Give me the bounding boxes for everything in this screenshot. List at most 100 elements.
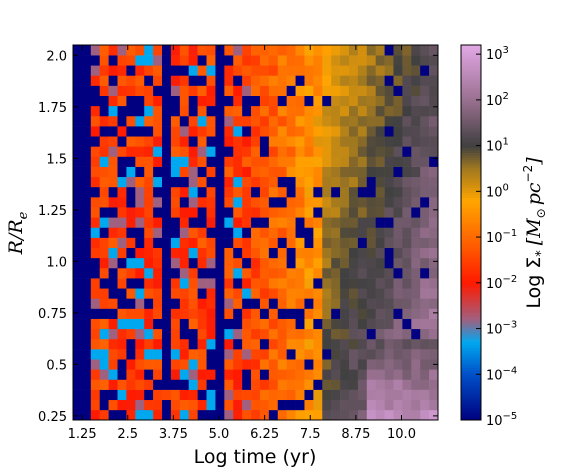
heatmap-cell [375, 146, 385, 157]
heatmap-cell [242, 186, 252, 198]
heatmap-cell [277, 156, 287, 167]
heatmap-cell [144, 237, 154, 249]
heatmap-cell [420, 409, 430, 421]
colorbar-segment [461, 130, 481, 133]
heatmap-cell [188, 227, 198, 238]
heatmap-cell [331, 328, 341, 340]
heatmap-cell [215, 197, 225, 208]
heatmap-cell [162, 328, 172, 340]
heatmap-cell [322, 176, 332, 188]
heatmap-cell [322, 227, 332, 238]
heatmap-cell [153, 379, 163, 390]
heatmap-cell [206, 369, 216, 380]
colorbar-segment [461, 247, 481, 251]
heatmap-cell [144, 166, 154, 178]
heatmap-cell [90, 227, 100, 238]
colorbar-segment [461, 282, 481, 286]
heatmap-cell [304, 409, 314, 421]
heatmap-cell [126, 45, 136, 56]
heatmap-cell [135, 136, 145, 147]
heatmap-cell [144, 55, 154, 66]
colorbar-label-main: Log Σ [523, 257, 545, 309]
heatmap-cell [73, 75, 83, 86]
heatmap-cell [179, 217, 190, 228]
heatmap-cell [224, 359, 234, 370]
heatmap-cell [233, 247, 243, 259]
heatmap-cell [402, 115, 412, 127]
colorbar-segment [461, 285, 481, 288]
colorbar-segment [461, 230, 481, 233]
heatmap-cell [286, 65, 296, 76]
heatmap-cell [188, 105, 198, 117]
heatmap-cell [81, 359, 92, 370]
heatmap-cell [126, 85, 136, 96]
heatmap-cell [153, 126, 163, 137]
colorbar-segment [461, 295, 481, 298]
heatmap-cell [233, 288, 243, 299]
heatmap-cell [259, 298, 270, 309]
heatmap-cell [135, 217, 145, 228]
heatmap-cell [295, 257, 305, 269]
heatmap-cell [366, 55, 376, 66]
heatmap-cell [108, 349, 118, 360]
heatmap-cell [153, 115, 163, 127]
heatmap-cell [233, 197, 243, 208]
heatmap-cell [162, 359, 172, 370]
heatmap-cell [295, 369, 305, 380]
heatmap-cell [224, 389, 234, 401]
heatmap-cell [135, 45, 145, 56]
heatmap-cell [108, 197, 118, 208]
heatmap-cell [197, 278, 207, 289]
colorbar-segment [461, 182, 481, 186]
heatmap-cell [126, 399, 136, 411]
colorbar-segment [461, 87, 481, 91]
heatmap-cell [206, 409, 216, 421]
heatmap-cell [90, 237, 100, 249]
heatmap-cell [295, 409, 305, 421]
y-tick-label: 2.0 [46, 49, 67, 64]
heatmap-cell [242, 207, 252, 218]
heatmap-cell [242, 267, 252, 279]
heatmap-cell [170, 146, 181, 157]
heatmap-cell [224, 85, 234, 96]
heatmap-cell [304, 176, 314, 188]
heatmap-cell [340, 349, 350, 360]
heatmap-cell [188, 288, 198, 299]
heatmap-cell [73, 257, 83, 269]
heatmap-cell [188, 379, 198, 390]
heatmap-cell [81, 308, 92, 319]
colorbar-segment [461, 135, 481, 138]
heatmap-cell [259, 328, 270, 340]
heatmap-cell [179, 237, 190, 249]
heatmap-cell [313, 85, 323, 96]
heatmap-cell [277, 389, 287, 401]
heatmap-cell [117, 115, 127, 127]
heatmap-cell [402, 207, 412, 218]
heatmap-cell [126, 288, 136, 299]
heatmap-cell [402, 278, 412, 289]
heatmap-cell [331, 247, 341, 259]
heatmap-cell [366, 95, 376, 107]
heatmap-cell [153, 247, 163, 259]
heatmap-cell [144, 369, 154, 380]
y-tick-label: 1.5 [46, 152, 67, 167]
colorbar-tick-label: 10−2 [486, 274, 517, 292]
heatmap-cell [393, 379, 403, 390]
heatmap-cell [144, 217, 154, 228]
heatmap-cell [170, 227, 181, 238]
colorbar-segment [461, 380, 481, 383]
heatmap-cell [286, 308, 296, 319]
heatmap-cell [340, 278, 350, 289]
heatmap-cell [197, 237, 207, 249]
heatmap-cell [384, 126, 394, 137]
heatmap-cell [331, 45, 341, 56]
heatmap-cell [117, 267, 127, 279]
heatmap-cell [162, 186, 172, 198]
heatmap-cell [179, 85, 190, 96]
heatmap-cell [135, 126, 145, 137]
heatmap-cell [340, 217, 350, 228]
heatmap-cell [90, 105, 100, 117]
y-axis-label: R/Re [5, 211, 31, 255]
heatmap-cell [259, 95, 270, 107]
colorbar-segment [461, 397, 481, 401]
